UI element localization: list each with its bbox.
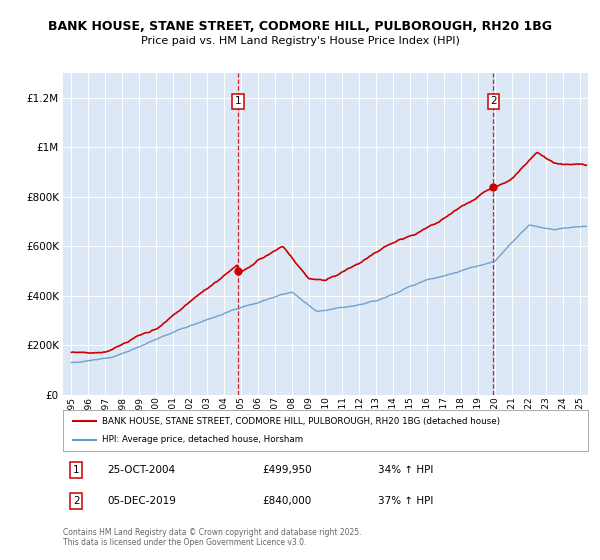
Text: 2: 2 [490, 96, 497, 106]
Text: HPI: Average price, detached house, Horsham: HPI: Average price, detached house, Hors… [103, 436, 304, 445]
Text: £840,000: £840,000 [263, 496, 312, 506]
Text: 2: 2 [73, 496, 79, 506]
Text: 1: 1 [73, 465, 79, 475]
Text: 25-OCT-2004: 25-OCT-2004 [107, 465, 176, 475]
Text: 34% ↑ HPI: 34% ↑ HPI [378, 465, 433, 475]
Text: BANK HOUSE, STANE STREET, CODMORE HILL, PULBOROUGH, RH20 1BG (detached house): BANK HOUSE, STANE STREET, CODMORE HILL, … [103, 417, 500, 426]
Text: 37% ↑ HPI: 37% ↑ HPI [378, 496, 433, 506]
Text: Price paid vs. HM Land Registry's House Price Index (HPI): Price paid vs. HM Land Registry's House … [140, 36, 460, 46]
Text: £499,950: £499,950 [263, 465, 312, 475]
Text: 05-DEC-2019: 05-DEC-2019 [107, 496, 176, 506]
Text: BANK HOUSE, STANE STREET, CODMORE HILL, PULBOROUGH, RH20 1BG: BANK HOUSE, STANE STREET, CODMORE HILL, … [48, 20, 552, 32]
Text: Contains HM Land Registry data © Crown copyright and database right 2025.
This d: Contains HM Land Registry data © Crown c… [63, 528, 361, 547]
Text: 1: 1 [235, 96, 241, 106]
